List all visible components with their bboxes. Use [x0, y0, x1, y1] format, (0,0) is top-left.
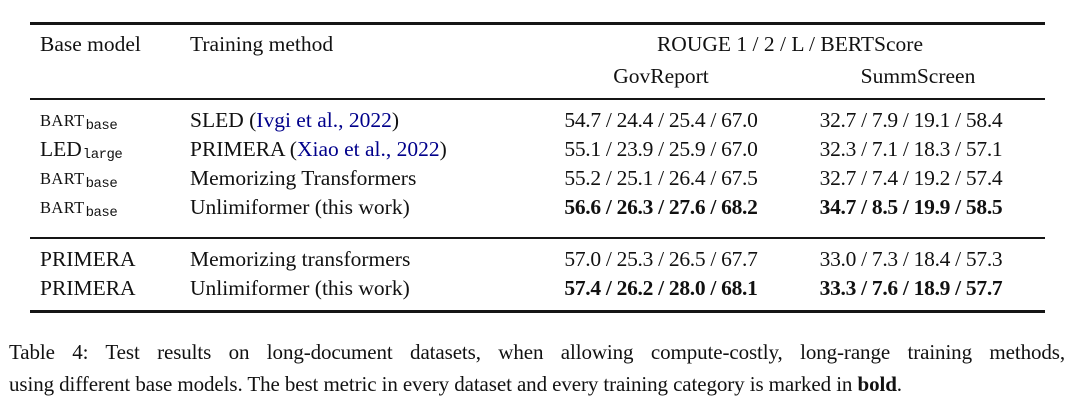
summscreen-scores: 32.7 / 7.4 / 19.2 / 57.4	[819, 166, 1003, 190]
base-model-cell: BART base	[40, 193, 190, 222]
summscreen-scores: 32.7 / 7.9 / 19.1 / 58.4	[819, 108, 1003, 132]
citation-link[interactable]: Xiao et al., 2022	[296, 137, 440, 161]
caption-text: using different base models. The best me…	[9, 371, 858, 396]
model-size-subscript: base	[85, 204, 118, 221]
method-text: PRIMERA (	[190, 137, 297, 161]
base-model-cell: PRIMERA	[40, 274, 190, 303]
method-text: Memorizing transformers	[190, 247, 411, 271]
training-method-cell: PRIMERA (Xiao et al., 2022)	[190, 135, 540, 164]
table-top-rule	[30, 22, 1045, 25]
model-size-subscript: base	[85, 117, 118, 134]
table-header: Base model Training method ROUGE 1 / 2 /…	[40, 28, 1040, 92]
model-name: BART	[40, 197, 85, 217]
base-model-cell: PRIMERA	[40, 245, 190, 274]
training-method-cell: SLED (Ivgi et al., 2022)	[190, 106, 540, 135]
table-header-rule	[30, 98, 1045, 100]
summscreen-scores: 32.3 / 7.1 / 18.3 / 57.1	[819, 137, 1003, 161]
model-name: BART	[40, 168, 85, 188]
model-size-subscript: large	[82, 146, 123, 163]
header-dataset-summscreen: SummScreen	[860, 64, 976, 88]
header-base-model: Base model	[40, 32, 141, 56]
method-text: Unlimiformer (this work)	[190, 276, 410, 300]
govreport-scores-best: 57.4 / 26.2 / 28.0 / 68.1	[564, 276, 758, 300]
method-text-suffix: )	[391, 108, 400, 132]
training-method-cell: Memorizing transformers	[190, 245, 540, 274]
training-method-cell: Memorizing Transformers	[190, 164, 540, 193]
model-size-subscript: base	[85, 175, 118, 192]
caption-bold-word: bold	[857, 371, 897, 396]
caption-line-1: Table 4: Test results on long-document d…	[9, 340, 1065, 364]
method-text: Unlimiformer (this work)	[190, 195, 410, 219]
model-name: LED	[40, 137, 82, 161]
training-method-cell: Unlimiformer (this work)	[190, 193, 540, 222]
base-model-cell: BART base	[40, 164, 190, 193]
caption-period: .	[896, 371, 902, 396]
base-model-cell: BART base	[40, 106, 190, 135]
table-caption: Table 4: Test results on long-document d…	[9, 337, 1065, 400]
summscreen-scores-best: 33.3 / 7.6 / 18.9 / 57.7	[819, 276, 1003, 300]
table-group-rule	[30, 237, 1045, 239]
model-name: BART	[40, 110, 85, 130]
table-body-group-2: PRIMERA Memorizing transformers 57.0 / 2…	[40, 245, 1040, 303]
govreport-scores: 57.0 / 25.3 / 26.5 / 67.7	[564, 247, 758, 271]
govreport-scores: 55.1 / 23.9 / 25.9 / 67.0	[564, 137, 758, 161]
method-text-suffix: )	[439, 137, 447, 161]
caption-line-2: using different base models. The best me…	[9, 369, 1065, 401]
base-model-cell: LED large	[40, 135, 190, 164]
table-body-group-1: BART base SLED (Ivgi et al., 2022) 54.7 /…	[40, 106, 1040, 222]
table-bottom-rule	[30, 310, 1045, 313]
citation-link[interactable]: Ivgi et al., 2022	[256, 108, 392, 132]
header-training-method: Training method	[190, 32, 334, 56]
method-text: Memorizing Transformers	[190, 166, 417, 190]
header-dataset-govreport: GovReport	[613, 64, 709, 88]
govreport-scores: 55.2 / 25.1 / 26.4 / 67.5	[564, 166, 758, 190]
govreport-scores: 54.7 / 24.4 / 25.4 / 67.0	[564, 108, 758, 132]
header-metrics-group: ROUGE 1 / 2 / L / BERTScore	[656, 32, 924, 56]
govreport-scores-best: 56.6 / 26.3 / 27.6 / 68.2	[564, 195, 758, 219]
model-name: PRIMERA	[40, 247, 136, 271]
method-text: SLED (	[190, 108, 257, 132]
summscreen-scores: 33.0 / 7.3 / 18.4 / 57.3	[819, 247, 1003, 271]
summscreen-scores-best: 34.7 / 8.5 / 19.9 / 58.5	[819, 195, 1003, 219]
training-method-cell: Unlimiformer (this work)	[190, 274, 540, 303]
model-name: PRIMERA	[40, 276, 136, 300]
